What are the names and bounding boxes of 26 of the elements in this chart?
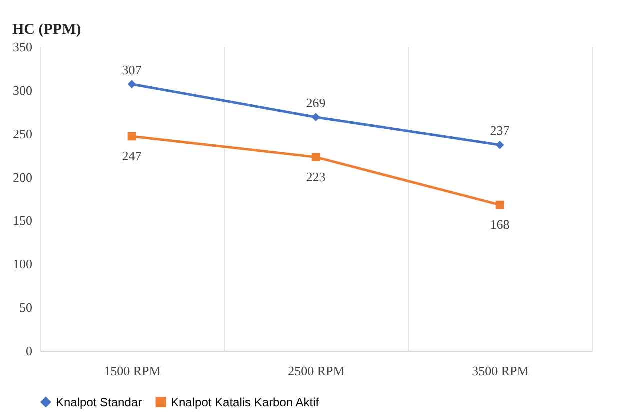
y-tick-label: 50 <box>20 300 32 316</box>
chart-title: HC (PPM) <box>12 22 82 38</box>
x-tick-label: 3500 RPM <box>472 364 530 378</box>
x-tick-label: 2500 RPM <box>288 364 346 378</box>
point <box>496 200 504 210</box>
y-tick-label: 300 <box>13 82 32 98</box>
point <box>312 153 320 162</box>
data-label: 307 <box>122 62 142 78</box>
data-label: 168 <box>490 217 510 232</box>
y-tick-label: 200 <box>13 170 32 185</box>
y-tick-label: 0 <box>26 344 32 358</box>
data-label: 237 <box>490 123 510 138</box>
y-tick-label: 100 <box>13 256 32 272</box>
y-tick-label: 250 <box>13 126 32 142</box>
legend-label: Knalpot Standar <box>56 395 142 410</box>
data-label: 269 <box>306 95 326 110</box>
point <box>128 132 136 141</box>
y-tick-label: 350 <box>13 40 32 54</box>
y-tick-label: 150 <box>13 213 32 228</box>
data-label: 223 <box>306 169 326 184</box>
data-label: 247 <box>122 148 142 164</box>
legend-label: Knalpot Katalis Karbon Aktif <box>171 395 320 410</box>
point <box>496 140 504 150</box>
point <box>312 113 320 122</box>
point <box>128 80 136 89</box>
x-tick-label: 1500 RPM <box>104 364 162 378</box>
